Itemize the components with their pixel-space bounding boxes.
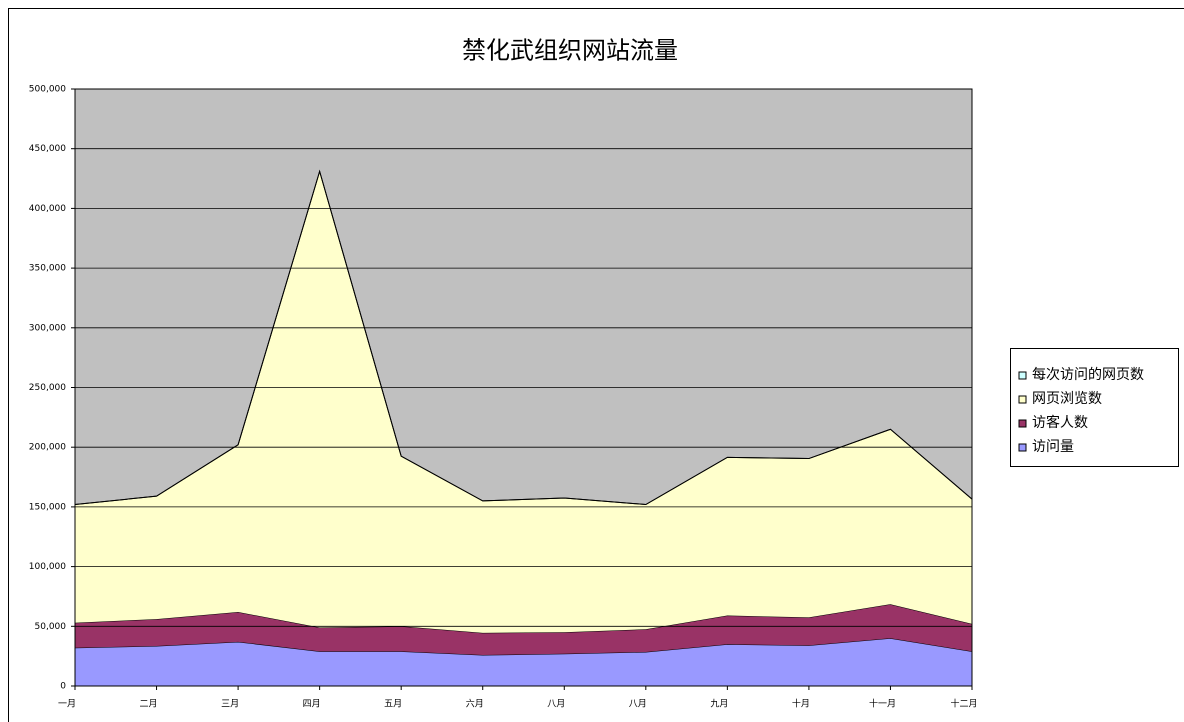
x-tick-label: 十二月 xyxy=(950,698,977,710)
plot-border xyxy=(74,88,973,687)
x-tick-label: 八月 xyxy=(629,699,647,710)
y-tick-label: 100,000 xyxy=(29,562,66,572)
legend-box xyxy=(1010,348,1179,467)
area-fill xyxy=(75,638,972,686)
y-tick-label: 500,000 xyxy=(29,85,66,95)
area-fill xyxy=(75,171,972,633)
x-tick-label: 六月 xyxy=(466,698,484,710)
y-tick-label: 400,000 xyxy=(29,204,66,214)
legend-label: 每次访问的网页数 xyxy=(1032,367,1144,383)
y-tick-label: 450,000 xyxy=(29,144,66,154)
y-tick-label: 50,000 xyxy=(35,622,67,632)
x-tick-label: 十一月 xyxy=(869,698,896,710)
x-tick-label: 四月 xyxy=(303,699,321,710)
y-tick-label: 0 xyxy=(60,682,66,692)
legend-swatch xyxy=(1018,371,1027,380)
chart-title: 禁化武组织网站流量 xyxy=(462,38,678,65)
legend-swatch xyxy=(1018,395,1027,404)
legend-label: 访问量 xyxy=(1032,439,1074,455)
x-tick-label: 二月 xyxy=(140,699,158,710)
legend-swatch xyxy=(1018,443,1027,452)
y-tick-label: 200,000 xyxy=(29,443,66,453)
x-tick-label: 五月 xyxy=(384,699,402,710)
legend-swatch xyxy=(1018,419,1027,428)
area-edge xyxy=(74,169,973,506)
legend-label: 访客人数 xyxy=(1032,414,1088,431)
y-tick-label: 350,000 xyxy=(29,264,66,274)
x-tick-label: 一月 xyxy=(58,699,76,710)
x-tick-label: 十月 xyxy=(792,698,810,710)
y-tick-label: 150,000 xyxy=(29,502,66,512)
y-tick-label: 250,000 xyxy=(29,383,66,393)
y-tick-label: 300,000 xyxy=(29,323,66,333)
x-tick-label: 九月 xyxy=(710,699,728,710)
legend-label: 网页浏览数 xyxy=(1032,391,1102,407)
x-tick-label: 三月 xyxy=(221,699,239,710)
x-tick-label: 八月 xyxy=(547,699,565,710)
area-fill xyxy=(75,604,972,655)
